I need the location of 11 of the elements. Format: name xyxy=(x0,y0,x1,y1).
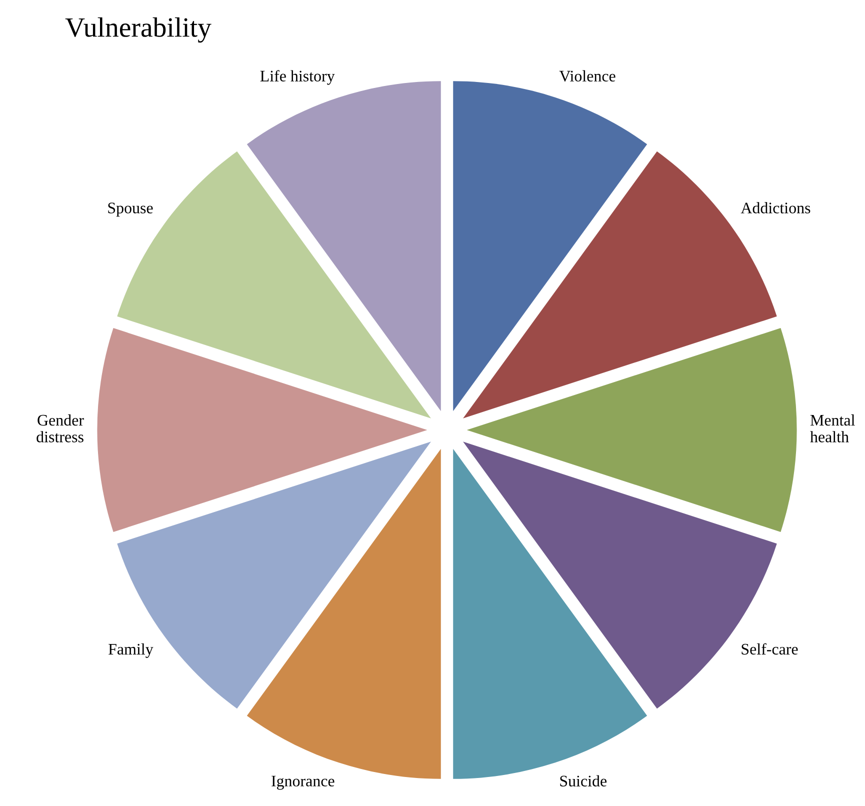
slice-label: Violence xyxy=(559,70,616,82)
chart-title: Vulnerability xyxy=(65,17,212,43)
slice-label: Life history xyxy=(260,70,335,85)
slice-label: Family xyxy=(108,643,154,658)
slice-label: Mental health xyxy=(810,414,855,442)
slice-label: Self-care xyxy=(742,643,798,655)
slice-label: Spouse xyxy=(108,202,153,217)
slice-label: Suicide xyxy=(560,775,607,786)
slice-label: Ignorance xyxy=(272,776,334,790)
slice-label: Addictions xyxy=(740,202,810,214)
slice-label: Gender distress xyxy=(36,414,84,442)
